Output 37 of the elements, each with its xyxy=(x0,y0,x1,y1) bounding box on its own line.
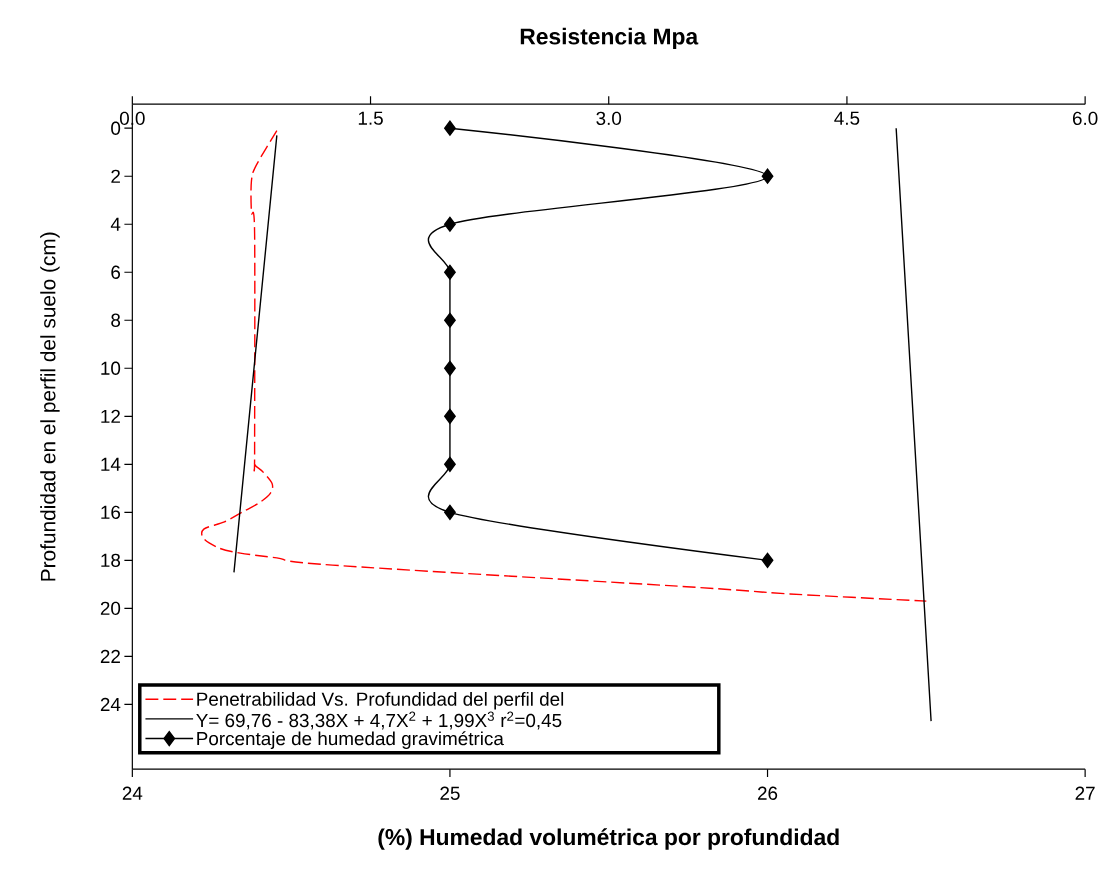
y-tick-label: 6 xyxy=(111,265,121,279)
point xyxy=(444,360,456,376)
point xyxy=(444,456,456,472)
x2-axis-title: Resistencia Mpa xyxy=(520,27,699,49)
x-tick-label: 26 xyxy=(758,786,778,800)
x2-tick-label: 4.5 xyxy=(834,111,860,125)
y-tick-label: 16 xyxy=(101,505,121,519)
y-tick-label: 22 xyxy=(100,649,120,663)
y-axis-title: Profundidad en el perfil del suelo (cm) xyxy=(40,232,60,581)
x2-tick-label: 3.0 xyxy=(596,111,622,125)
y-tick-label: 0 xyxy=(111,121,121,135)
y-tick-label: 14 xyxy=(101,457,121,471)
point xyxy=(761,552,774,568)
point xyxy=(444,216,456,232)
point xyxy=(444,408,456,424)
x-tick-label: 27 xyxy=(1075,786,1095,800)
point xyxy=(444,120,456,136)
y-tick-label: 4 xyxy=(110,217,121,231)
legend-label: Porcentaje de humedad gravimétrica xyxy=(197,731,504,749)
x-tick-label: 25 xyxy=(440,786,460,800)
y-tick-label: 18 xyxy=(101,553,121,567)
y-tick-label: 24 xyxy=(100,697,121,711)
y-tick-label: 12 xyxy=(101,409,120,423)
y-tick-label: 10 xyxy=(101,361,121,375)
point xyxy=(444,264,456,280)
point xyxy=(444,504,456,520)
x-tick-label: 24 xyxy=(122,786,143,800)
y-tick-label: 20 xyxy=(100,601,121,615)
point xyxy=(444,312,456,328)
legend-label: Y= 69,76 - 83,38X + 4,7X$^{2}$ + 1,99X$^{3}$ r$^{2}$=0,45 xyxy=(196,711,562,730)
y-tick-label: 2 xyxy=(111,169,120,183)
y-tick-label: 8 xyxy=(111,313,121,327)
x2-tick-label: 6.0 xyxy=(1072,111,1098,125)
x2-tick-label: 1.5 xyxy=(358,111,383,125)
x-axis-title: (%) Humedad volumétrica por profundidad xyxy=(378,828,839,850)
legend-label: Penetrabilidad Vs. Profundidad del perfil del xyxy=(197,691,564,710)
point xyxy=(761,168,774,184)
